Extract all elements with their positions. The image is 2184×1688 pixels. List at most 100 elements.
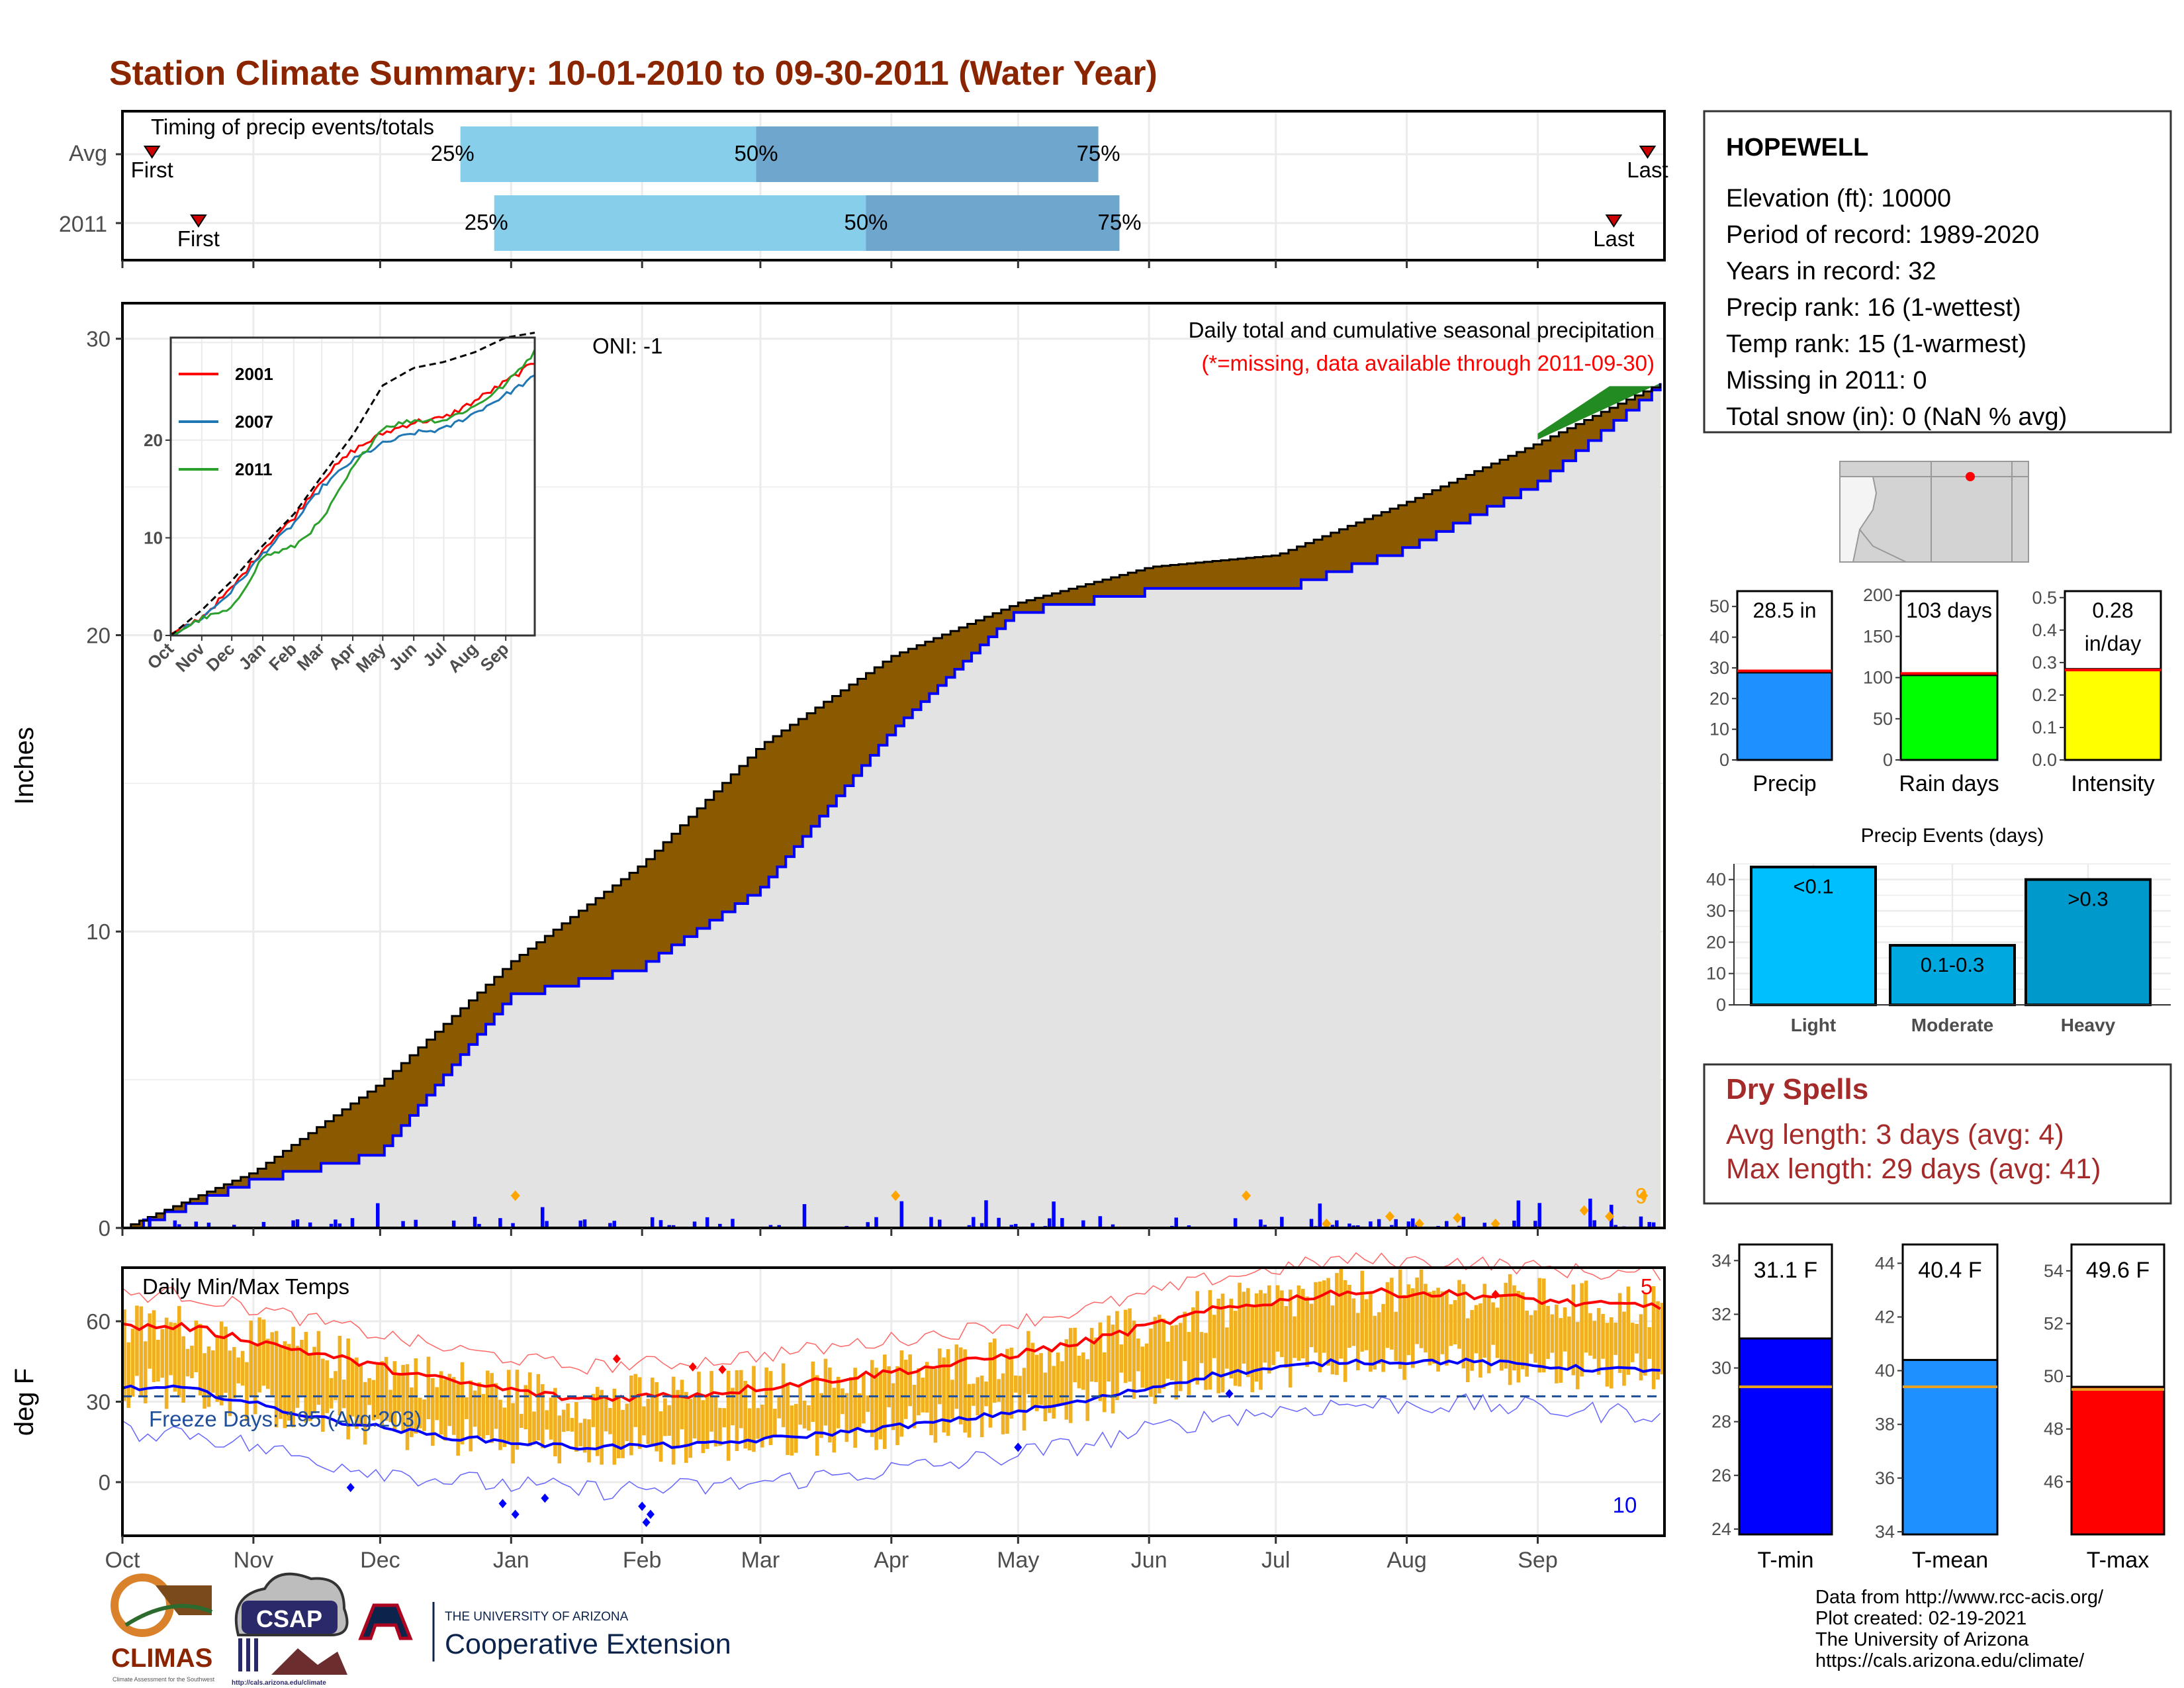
daily-temp-bar: [1546, 1305, 1550, 1359]
inset-ytick-label: 10: [144, 528, 163, 547]
daily-temp-bar: [1018, 1376, 1022, 1413]
daily-precip-bar: [874, 1217, 878, 1228]
daily-precip-bar: [705, 1217, 709, 1228]
daily-temp-bar: [1195, 1291, 1200, 1385]
events-category-label: Heavy: [2061, 1015, 2116, 1035]
precip-stat-ytick-label: 20: [1709, 688, 1729, 708]
events-ytick-label: 20: [1706, 932, 1726, 952]
timing-label-75: 75%: [1097, 210, 1141, 234]
daily-temp-bar: [1314, 1282, 1318, 1353]
temp-stat-label: T-min: [1758, 1548, 1814, 1573]
temp-title: Daily Min/Max Temps: [142, 1274, 349, 1299]
daily-temp-bar: [1605, 1323, 1610, 1387]
daily-precip-bar: [473, 1217, 477, 1228]
daily-temp-bar: [1390, 1278, 1394, 1350]
precip-extreme-marker: [1605, 1211, 1615, 1222]
daily-temp-bar: [1005, 1348, 1009, 1434]
daily-temp-bar: [1610, 1317, 1614, 1389]
month-label: Dec: [360, 1548, 400, 1573]
daily-temp-bar: [722, 1408, 727, 1428]
daily-precip-bar: [659, 1220, 663, 1228]
daily-temp-bar: [1575, 1322, 1580, 1389]
daily-precip-bar: [899, 1201, 904, 1228]
daily-precip-bar: [1060, 1218, 1064, 1228]
daily-temp-bar: [697, 1372, 701, 1442]
daily-temp-bar: [1592, 1321, 1597, 1359]
timing-label-75: 75%: [1077, 141, 1120, 165]
precip-ytick-label: 20: [86, 623, 111, 647]
daily-temp-bar: [1094, 1337, 1098, 1382]
daily-precip-bar: [1098, 1216, 1103, 1228]
daily-temp-bar: [1449, 1304, 1453, 1346]
daily-temp-bar: [1263, 1293, 1267, 1363]
daily-temp-bar: [477, 1382, 481, 1436]
daily-temp-bar: [1630, 1323, 1635, 1362]
daily-temp-bar: [958, 1347, 963, 1425]
daily-temp-bar: [790, 1405, 794, 1456]
daily-temp-bar: [752, 1366, 756, 1452]
precip-extreme-marker: [891, 1190, 901, 1201]
daily-temp-bar: [130, 1329, 135, 1397]
month-label: Jul: [1261, 1548, 1290, 1573]
daily-temp-bar: [1622, 1311, 1626, 1386]
daily-temp-bar: [608, 1408, 612, 1434]
footer-line-univ: The University of Arizona: [1815, 1629, 2029, 1650]
daily-temp-bar: [257, 1317, 261, 1393]
daily-temp-bar: [1275, 1285, 1280, 1352]
temp-stat-bar: [1901, 1358, 1999, 1536]
daily-precip-bar: [768, 1225, 773, 1228]
daily-temp-bar: [139, 1306, 144, 1396]
precip-stat-label: Precip: [1752, 771, 1816, 796]
daily-temp-bar: [1254, 1293, 1259, 1382]
daily-temp-bar: [925, 1362, 929, 1413]
daily-temp-bar: [1161, 1318, 1165, 1389]
daily-precip-bar: [414, 1219, 418, 1228]
daily-temp-bar: [735, 1370, 739, 1452]
daily-temp-bar: [1410, 1288, 1415, 1368]
daily-temp-bar: [485, 1370, 490, 1435]
daily-temp-bar: [350, 1358, 355, 1417]
temp-stat-ytick-label: 46: [2044, 1472, 2064, 1491]
timing-panel: 25% 50% 75% First Last 25% 50% 75% First Last Tim…: [59, 110, 1668, 268]
temp-stat-ytick-label: 52: [2044, 1313, 2064, 1333]
inset-line-2011: [170, 349, 536, 635]
daily-precip-bar: [1233, 1218, 1238, 1228]
daily-precip-bar: [1639, 1216, 1643, 1228]
daily-temp-bar: [253, 1344, 257, 1415]
daily-temp-bar: [261, 1319, 266, 1386]
daily-temp-bar: [1077, 1355, 1081, 1389]
daily-temp-bar: [933, 1368, 938, 1443]
precip-stat-value: 28.5 in: [1752, 598, 1816, 622]
daily-temp-bar: [1098, 1322, 1103, 1401]
daily-temp-bar: [866, 1395, 870, 1412]
timing-row-label-2011: 2011: [59, 212, 107, 237]
daily-temp-bar: [418, 1397, 422, 1429]
daily-temp-bar: [1660, 1303, 1664, 1375]
precip-stat-ytick-label: 50: [1709, 596, 1729, 616]
daily-precip-bar: [984, 1200, 988, 1228]
daily-temp-bar: [713, 1397, 718, 1447]
daily-temp-bar: [823, 1358, 828, 1426]
temp-ytick-label: 0: [99, 1470, 111, 1495]
daily-precip-bar: [582, 1219, 587, 1228]
daily-temp-bar: [435, 1387, 439, 1421]
daily-temp-bar: [410, 1387, 414, 1438]
daily-temp-bar: [396, 1374, 401, 1412]
temp-stat-ytick-label: 36: [1875, 1468, 1895, 1488]
daily-temp-bar: [1128, 1308, 1132, 1382]
daily-temp-bar: [908, 1354, 912, 1407]
precip-stat-ytick-label: 200: [1863, 585, 1893, 605]
daily-temp-bar: [671, 1376, 676, 1465]
daily-precip-bar: [173, 1220, 177, 1228]
daily-temp-bar: [848, 1377, 853, 1433]
record-high-marker: [612, 1354, 621, 1364]
daily-temp-bar: [819, 1393, 823, 1438]
daily-temp-bar: [1550, 1314, 1555, 1353]
precip-stat-bar: [2064, 668, 2162, 761]
daily-precip-bar: [1377, 1219, 1381, 1228]
timing-bar-q1: [494, 195, 866, 251]
daily-temp-bar: [1102, 1352, 1107, 1413]
location-map: [1839, 461, 2029, 563]
daily-temp-bar: [891, 1383, 895, 1430]
daily-temp-bar: [1301, 1289, 1305, 1359]
